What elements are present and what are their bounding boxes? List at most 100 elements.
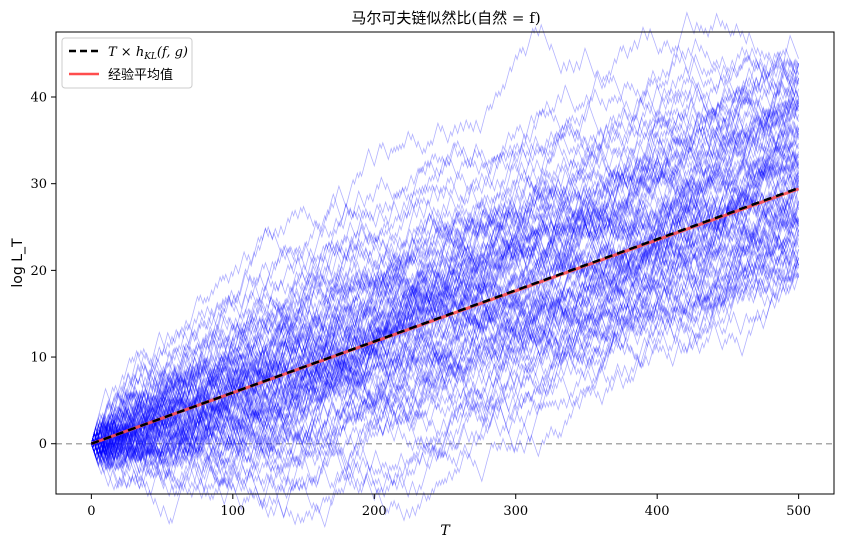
chart-title: 马尔可夫链似然比(自然 = f): [351, 9, 540, 27]
simulated-path: [91, 191, 799, 482]
y-tick-label: 20: [30, 264, 47, 279]
simulated-path: [91, 37, 799, 458]
simulated-path: [91, 68, 799, 458]
mean-lines: [90, 186, 800, 446]
simulated-path: [91, 154, 799, 450]
simulated-path: [91, 191, 799, 471]
simulated-path: [91, 151, 799, 462]
simulated-path: [91, 119, 799, 455]
y-tick-label: 40: [30, 91, 47, 106]
simulated-path: [91, 201, 799, 459]
simulated-path: [91, 96, 799, 448]
simulated-path: [91, 58, 799, 469]
simulated-path: [91, 227, 799, 502]
simulated-path: [91, 82, 799, 447]
simulated-path: [91, 184, 799, 509]
simulated-path: [91, 201, 799, 445]
simulated-path: [91, 205, 799, 471]
simulated-path: [91, 250, 799, 461]
simulated-path: [91, 178, 799, 465]
simulated-path: [91, 237, 799, 463]
simulated-path: [91, 122, 799, 456]
simulated-path: [91, 257, 799, 471]
x-tick-label: 400: [645, 504, 670, 519]
simulated-path: [91, 221, 799, 526]
simulated-path: [91, 188, 799, 457]
simulated-path: [91, 249, 799, 468]
simulated-path: [91, 79, 799, 449]
legend-label-kl-tail: (f, g): [157, 45, 188, 60]
y-axis-label-text: log L_T: [10, 238, 26, 288]
simulated-path: [91, 255, 799, 499]
simulated-path: [91, 133, 799, 459]
simulated-path: [91, 47, 799, 466]
simulated-path: [91, 92, 799, 462]
simulated-path: [91, 116, 799, 444]
y-axis-label: log L_T: [10, 238, 26, 288]
simulated-path: [91, 163, 799, 451]
simulated-path: [91, 94, 799, 464]
simulated-path: [91, 170, 799, 511]
simulated-path: [91, 96, 799, 450]
simulated-path: [91, 234, 799, 529]
simulated-path: [91, 180, 799, 458]
y-tick-label: 10: [30, 351, 47, 366]
simulated-path: [91, 195, 799, 453]
legend-label-kl-sub: KL: [143, 52, 157, 62]
simulated-path: [91, 83, 799, 458]
legend-label-mean: 经验平均值: [108, 67, 173, 83]
simulated-path: [91, 142, 799, 468]
simulated-path: [91, 142, 799, 489]
simulated-path: [91, 128, 799, 444]
simulated-path: [91, 267, 799, 460]
simulated-path: [91, 200, 799, 448]
simulated-path: [91, 191, 799, 444]
x-tick-label: 300: [503, 504, 528, 519]
x-axis-ticks: 0 100 200 300 400 500: [87, 494, 811, 519]
simulated-path: [91, 108, 799, 446]
simulated-path: [91, 253, 799, 468]
simulated-path: [91, 74, 799, 498]
simulated-path: [91, 148, 799, 463]
simulated-path: [91, 98, 799, 450]
legend-label-kl: T × hKL(f, g): [108, 45, 188, 62]
x-axis-label-text: T: [440, 523, 451, 539]
simulated-path: [91, 250, 799, 473]
simulated-path: [91, 221, 799, 499]
simulated-path: [91, 250, 799, 518]
x-tick-label: 200: [362, 504, 387, 519]
x-axis-label: T: [440, 523, 451, 539]
y-axis-ticks: 0 10 20 30 40: [30, 91, 56, 452]
simulated-path: [91, 97, 799, 444]
simulated-path: [91, 45, 799, 452]
simulated-path: [91, 195, 799, 476]
simulated-path: [91, 110, 799, 449]
simulated-path: [91, 226, 799, 492]
simulated-path: [91, 143, 799, 455]
simulated-path: [91, 97, 799, 470]
simulated-path: [91, 136, 799, 459]
simulated-path: [91, 152, 799, 491]
simulated-path: [91, 238, 799, 470]
simulated-path: [91, 237, 799, 464]
simulated-path: [91, 115, 799, 491]
simulated-path: [91, 208, 799, 469]
x-tick-label: 500: [786, 504, 811, 519]
x-tick-label: 100: [220, 504, 245, 519]
simulated-path: [91, 47, 799, 444]
simulated-path: [91, 141, 799, 500]
y-tick-label: 0: [39, 437, 47, 452]
simulated-path: [91, 72, 799, 480]
plot-frame: [55, 31, 835, 495]
y-tick-label: 30: [30, 177, 47, 192]
simulated-path: [91, 106, 799, 445]
simulated-path: [91, 120, 799, 444]
simulated-path: [91, 187, 799, 461]
legend-label-kl-main: T × h: [108, 45, 144, 60]
simulated-path: [91, 143, 799, 444]
simulated-path: [91, 229, 799, 477]
simulated-path: [91, 67, 799, 448]
simulated-path: [91, 44, 799, 468]
simulated-path: [91, 76, 799, 450]
